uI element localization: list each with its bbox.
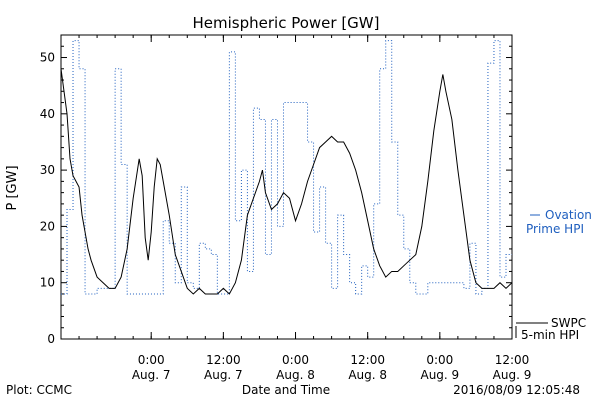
swpc-series-line [61,68,512,295]
legend: Ovation Prime HPI SWPC 5-min HPI [515,208,592,342]
y-tick-label: 50 [40,51,55,65]
x-tick-label-date: Aug. 9 [493,368,532,382]
x-tick-label-time: 0:00 [282,353,309,367]
series-lines [61,40,512,295]
legend-swpc-label-2: 5-min HPI [521,328,579,342]
ovation-series-line [61,40,512,295]
y-tick-label: 30 [40,163,55,177]
footer-credit: Plot: CCMC [6,383,72,397]
x-tick-label-time: 12:00 [206,353,241,367]
x-axis-label: Date and Time [242,383,330,397]
x-tick-label-time: 12:00 [495,353,530,367]
legend-ovation-label-2: Prime HPI [526,222,584,236]
x-tick-label-date: Aug. 9 [420,368,459,382]
y-tick-label: 0 [47,332,55,346]
x-tick-label-date: Aug. 7 [204,368,243,382]
y-axis: 0 10 20 30 40 50 [40,34,512,346]
x-tick-label-time: 0:00 [138,353,165,367]
y-tick-label: 10 [40,276,55,290]
plot-frame [60,34,513,340]
legend-ovation-label-1: Ovation [545,208,592,222]
x-tick-label-date: Aug. 7 [132,368,171,382]
y-tick-label: 20 [40,219,55,233]
x-tick-label-date: Aug. 8 [276,368,315,382]
y-axis-label: P [GW] [5,165,20,210]
legend-swpc-label-1: SWPC [551,316,586,330]
x-tick-label-date: Aug. 8 [348,368,387,382]
x-tick-label-time: 0:00 [426,353,453,367]
footer-timestamp: 2016/08/09 12:05:48 [453,383,580,397]
x-tick-label-time: 12:00 [350,353,385,367]
chart-title: Hemispheric Power [GW] [193,14,380,32]
y-tick-label: 40 [40,107,55,121]
